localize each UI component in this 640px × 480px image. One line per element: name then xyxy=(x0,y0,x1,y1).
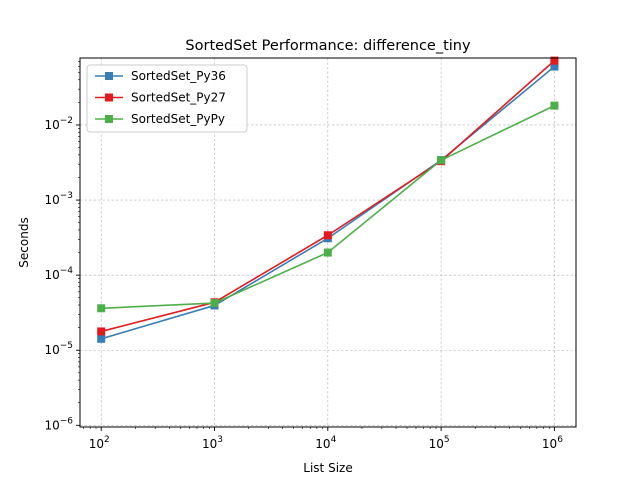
y-tick-label: 10−2 xyxy=(44,116,73,132)
legend-box xyxy=(86,64,248,133)
data-point xyxy=(323,248,332,257)
data-point xyxy=(97,334,106,343)
y-tick-label: 10−6 xyxy=(44,416,73,432)
x-tick-label: 102 xyxy=(89,435,110,451)
legend: SortedSet_Py36 SortedSet_Py27 SortedSet_Py… xyxy=(86,64,248,133)
legend-marker xyxy=(105,72,113,80)
chart-title: SortedSet Performance: difference_tiny xyxy=(185,38,471,54)
legend-label: SortedSet_Py27 xyxy=(131,91,226,105)
x-tick-label: 105 xyxy=(429,435,450,451)
x-axis-label: List Size xyxy=(303,461,352,475)
y-axis-label: Seconds xyxy=(17,217,31,267)
series-layer xyxy=(97,56,559,343)
y-tick-label: 10−5 xyxy=(44,341,73,357)
ticks: 102 103 104 105 106 10−6 10−5 10−4 10−3 10−2 xyxy=(44,61,563,451)
grid xyxy=(80,58,576,427)
x-tick-label: 106 xyxy=(542,435,563,451)
legend-label: SortedSet_Py36 xyxy=(131,69,226,83)
y-tick-label: 10−4 xyxy=(44,266,73,282)
legend-label: SortedSet_PyPy xyxy=(131,112,225,126)
data-point xyxy=(97,327,106,336)
data-point xyxy=(97,304,106,313)
x-tick-label: 103 xyxy=(202,435,223,451)
legend-marker xyxy=(105,93,113,102)
legend-marker xyxy=(105,115,113,123)
y-tick-label: 10−3 xyxy=(44,191,73,207)
data-point xyxy=(550,62,559,71)
data-point xyxy=(550,56,559,65)
x-tick-label: 104 xyxy=(315,435,336,451)
data-point xyxy=(323,231,332,240)
data-point xyxy=(550,101,559,110)
data-point xyxy=(437,156,446,165)
data-point xyxy=(210,299,219,308)
